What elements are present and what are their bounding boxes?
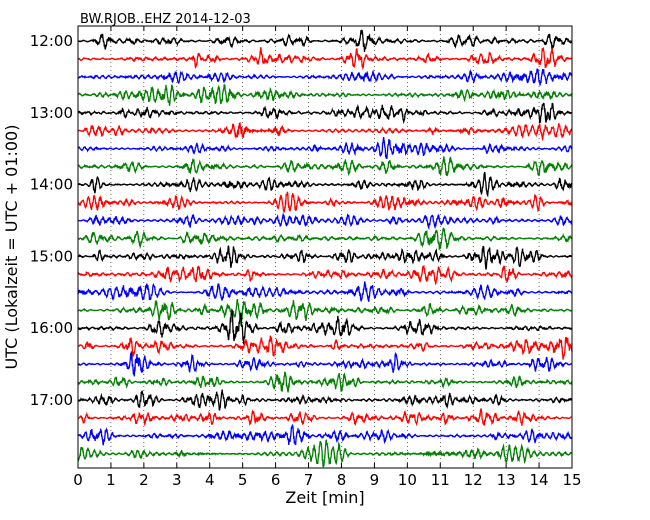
- trace-line: [77, 29, 573, 52]
- trace-line: [77, 68, 573, 86]
- trace-line: [77, 423, 573, 446]
- x-tick-label: 8: [337, 471, 347, 489]
- trace-line: [77, 351, 573, 377]
- y-tick-label: 12:00: [30, 32, 73, 50]
- trace-line: [77, 335, 573, 360]
- chart-title: BW.RJOB..EHZ 2014-12-03: [80, 12, 251, 27]
- trace-line: [77, 156, 573, 177]
- y-axis-label: UTC (Lokalzeit = UTC + 01:00): [2, 125, 21, 370]
- x-tick-label: 9: [370, 471, 380, 489]
- trace-line: [77, 309, 573, 345]
- trace-line: [77, 389, 573, 412]
- trace-line: [77, 298, 573, 326]
- trace-line: [77, 226, 573, 250]
- x-tick-label: 4: [205, 471, 215, 489]
- trace-group: [77, 29, 573, 468]
- axis-ticks: [77, 26, 573, 468]
- trace-line: [77, 122, 573, 142]
- x-tick-label: 12: [464, 471, 483, 489]
- trace-line: [77, 407, 573, 427]
- y-tick-label: 15:00: [30, 247, 73, 265]
- plot-frame: [77, 25, 573, 469]
- x-axis-label: Zeit [min]: [285, 488, 364, 507]
- x-tick-label: 3: [172, 471, 182, 489]
- trace-line: [77, 46, 573, 71]
- trace-line: [77, 245, 573, 270]
- x-tick-label: 6: [271, 471, 281, 489]
- x-tick-label: 11: [431, 471, 450, 489]
- trace-line: [77, 191, 573, 214]
- y-tick-label: 16:00: [30, 319, 73, 337]
- trace-line: [77, 102, 573, 125]
- y-tick-label: 17:00: [30, 391, 73, 409]
- x-tick-label: 5: [238, 471, 248, 489]
- x-tick-label: 14: [530, 471, 549, 489]
- x-tick-label: 1: [106, 471, 116, 489]
- trace-line: [77, 171, 573, 198]
- y-tick-label: 14:00: [30, 176, 73, 194]
- x-tick-label: 2: [139, 471, 149, 489]
- y-tick-label: 13:00: [30, 104, 73, 122]
- trace-line: [77, 212, 573, 231]
- x-tick-label: 7: [304, 471, 314, 489]
- trace-line: [77, 371, 573, 393]
- x-tick-label: 13: [497, 471, 516, 489]
- y-tick-labels: 12:00 13:00 14:00 15:00 16:00 17:00: [30, 32, 73, 409]
- trace-line: [77, 137, 573, 159]
- trace-line: [77, 84, 573, 106]
- trace-line: [77, 439, 573, 468]
- trace-line: [77, 281, 573, 302]
- x-tick-label: 10: [398, 471, 417, 489]
- trace-line: [77, 264, 573, 286]
- vertical-grid-lines: [110, 26, 540, 468]
- x-tick-labels: 0 1 2 3 4 5 6 7 8 9 10 11 12 13 14 15: [73, 471, 581, 489]
- x-tick-label: 0: [73, 471, 83, 489]
- x-tick-label: 15: [562, 471, 581, 489]
